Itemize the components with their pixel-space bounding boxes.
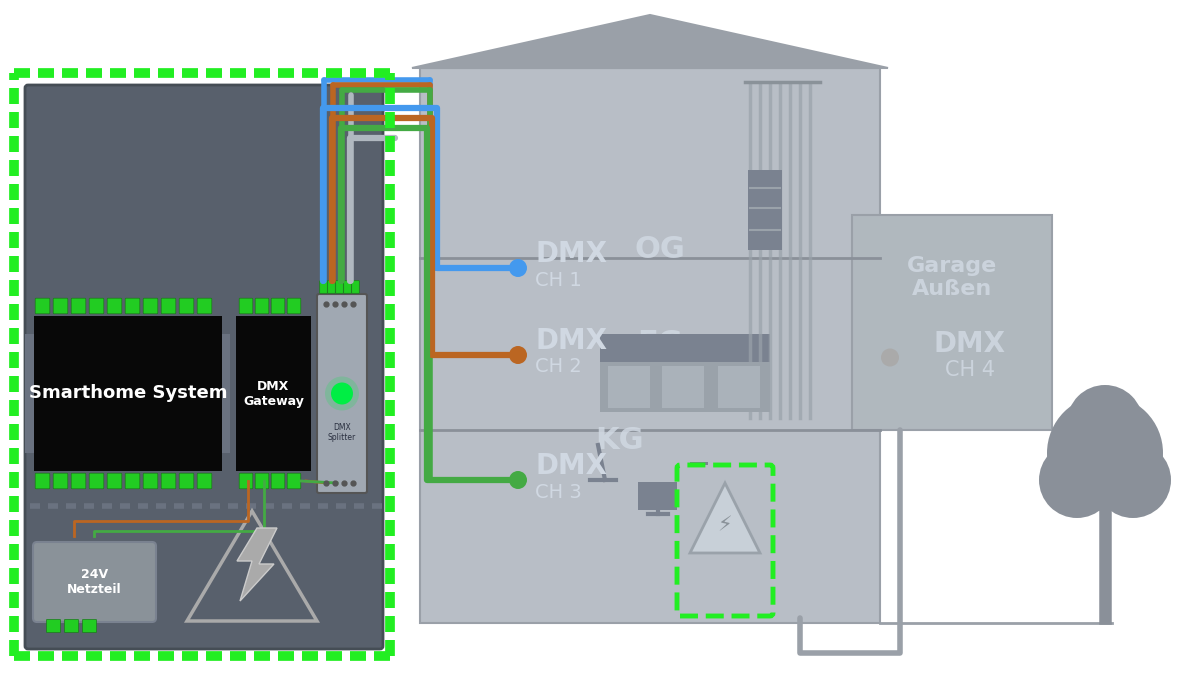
Circle shape bbox=[509, 346, 527, 364]
FancyBboxPatch shape bbox=[319, 281, 328, 294]
Polygon shape bbox=[690, 483, 760, 553]
Circle shape bbox=[1096, 442, 1171, 518]
Text: DMX
Gateway: DMX Gateway bbox=[244, 379, 304, 408]
Text: CH 3: CH 3 bbox=[535, 483, 582, 502]
Bar bbox=[420, 68, 880, 623]
Bar bbox=[748, 170, 782, 250]
Text: KG: KG bbox=[595, 426, 644, 455]
FancyBboxPatch shape bbox=[197, 298, 211, 314]
FancyBboxPatch shape bbox=[125, 473, 140, 489]
Circle shape bbox=[1046, 395, 1163, 511]
FancyBboxPatch shape bbox=[53, 473, 67, 489]
FancyBboxPatch shape bbox=[328, 281, 335, 294]
Circle shape bbox=[331, 383, 353, 404]
Bar bbox=[222, 334, 230, 453]
Text: ⚡: ⚡ bbox=[718, 515, 732, 535]
FancyBboxPatch shape bbox=[271, 298, 284, 314]
Bar bbox=[718, 366, 760, 408]
Text: CH 2: CH 2 bbox=[535, 358, 582, 377]
Text: DMX: DMX bbox=[535, 452, 607, 480]
Text: Garage
Außen: Garage Außen bbox=[907, 256, 997, 299]
FancyBboxPatch shape bbox=[107, 473, 122, 489]
Polygon shape bbox=[412, 15, 888, 68]
Text: EG: EG bbox=[637, 329, 683, 358]
Text: 24V
Netzteil: 24V Netzteil bbox=[67, 568, 122, 596]
FancyBboxPatch shape bbox=[197, 473, 211, 489]
Bar bbox=[600, 334, 770, 362]
FancyBboxPatch shape bbox=[47, 620, 60, 632]
Circle shape bbox=[881, 348, 899, 367]
Bar bbox=[662, 366, 704, 408]
Text: OG: OG bbox=[635, 234, 685, 263]
FancyBboxPatch shape bbox=[107, 298, 122, 314]
Polygon shape bbox=[238, 528, 277, 601]
Text: Smarthome System: Smarthome System bbox=[29, 385, 227, 402]
FancyBboxPatch shape bbox=[143, 298, 158, 314]
FancyBboxPatch shape bbox=[71, 473, 86, 489]
FancyBboxPatch shape bbox=[35, 298, 50, 314]
FancyBboxPatch shape bbox=[287, 298, 301, 314]
Bar bbox=[638, 482, 678, 510]
Text: CH 1: CH 1 bbox=[535, 271, 582, 290]
FancyBboxPatch shape bbox=[239, 473, 253, 489]
Bar bbox=[608, 366, 650, 408]
Bar bbox=[34, 316, 222, 471]
Circle shape bbox=[509, 259, 527, 277]
FancyBboxPatch shape bbox=[125, 298, 140, 314]
FancyBboxPatch shape bbox=[317, 294, 367, 493]
FancyBboxPatch shape bbox=[143, 473, 158, 489]
FancyBboxPatch shape bbox=[239, 298, 253, 314]
FancyBboxPatch shape bbox=[271, 473, 284, 489]
FancyBboxPatch shape bbox=[71, 298, 86, 314]
Bar bbox=[236, 316, 311, 471]
FancyBboxPatch shape bbox=[179, 473, 194, 489]
Text: DMX: DMX bbox=[934, 331, 1006, 358]
FancyBboxPatch shape bbox=[83, 620, 96, 632]
Text: DMX: DMX bbox=[535, 240, 607, 268]
FancyBboxPatch shape bbox=[256, 298, 269, 314]
Circle shape bbox=[1067, 385, 1142, 461]
FancyBboxPatch shape bbox=[336, 281, 343, 294]
FancyBboxPatch shape bbox=[34, 542, 156, 622]
Text: DMX
Splitter: DMX Splitter bbox=[328, 423, 356, 442]
FancyBboxPatch shape bbox=[161, 473, 175, 489]
FancyBboxPatch shape bbox=[65, 620, 78, 632]
FancyBboxPatch shape bbox=[343, 281, 352, 294]
Bar bbox=[600, 362, 770, 412]
FancyBboxPatch shape bbox=[35, 473, 50, 489]
Circle shape bbox=[325, 377, 359, 410]
FancyBboxPatch shape bbox=[256, 473, 269, 489]
Bar bbox=[25, 334, 35, 453]
FancyBboxPatch shape bbox=[25, 85, 383, 649]
FancyBboxPatch shape bbox=[161, 298, 175, 314]
FancyBboxPatch shape bbox=[179, 298, 194, 314]
Bar bbox=[690, 462, 708, 500]
FancyBboxPatch shape bbox=[352, 281, 359, 294]
FancyBboxPatch shape bbox=[53, 298, 67, 314]
FancyBboxPatch shape bbox=[89, 298, 104, 314]
Circle shape bbox=[509, 471, 527, 489]
Text: DMX: DMX bbox=[535, 327, 607, 355]
FancyBboxPatch shape bbox=[287, 473, 301, 489]
FancyBboxPatch shape bbox=[89, 473, 104, 489]
FancyBboxPatch shape bbox=[677, 465, 773, 616]
Text: CH 4: CH 4 bbox=[946, 360, 995, 381]
Bar bbox=[852, 215, 1052, 430]
Circle shape bbox=[1039, 442, 1115, 518]
